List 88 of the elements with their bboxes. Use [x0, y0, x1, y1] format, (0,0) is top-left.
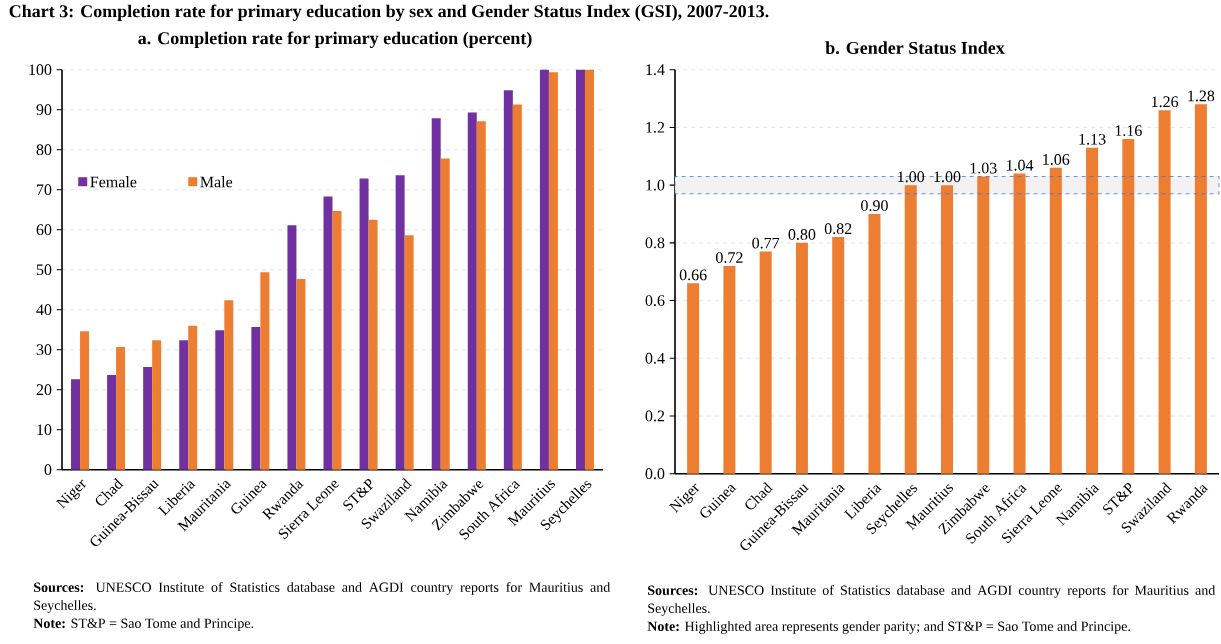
data-label: 0.82 [824, 223, 852, 235]
bar [1194, 104, 1207, 474]
bar [476, 121, 486, 470]
bar [251, 327, 261, 470]
bar [904, 185, 917, 474]
y-tick-label: 90 [36, 104, 52, 116]
bar [1086, 147, 1099, 474]
bar [503, 90, 513, 470]
data-label: 1.03 [970, 162, 997, 174]
bar [723, 266, 736, 474]
bar [1013, 173, 1026, 474]
data-label: 0.90 [861, 200, 888, 212]
bar [759, 251, 772, 474]
y-tick-label: 60 [36, 224, 52, 236]
bar [941, 185, 953, 474]
bar [404, 235, 414, 470]
bar [687, 283, 700, 474]
bar [152, 340, 162, 470]
bar [332, 211, 342, 470]
chart-title: a. Completion rate for primary education (percent) [138, 31, 532, 49]
data-label: 0.66 [679, 269, 707, 281]
bar [71, 379, 81, 470]
bar [80, 331, 90, 470]
bar [440, 158, 450, 470]
data-label: 0.72 [716, 252, 743, 264]
bar [467, 112, 477, 470]
bar [107, 375, 117, 470]
bar [832, 237, 845, 474]
y-tick-label: 80 [36, 144, 52, 156]
bar [260, 272, 270, 470]
text: Sources: UNESCO Institute of Statistics database and AGDI country reports for Mauritius and Seychelles. [34, 582, 611, 613]
legend-label: Male [200, 176, 233, 188]
bar [1049, 167, 1062, 474]
y-tick-label: 100 [29, 64, 52, 76]
bar [512, 104, 522, 470]
caption: Chart 3: Completion rate for primary education by sex and Gender Status Index (GSI), 2007-2013. [9, 4, 769, 22]
bar [143, 367, 153, 470]
text: Note: Highlighted area represents gender parity; and ST&P = Sao Tome and Principe. [647, 621, 1130, 634]
y-tick-label: 0.6 [645, 295, 665, 307]
chart-title: b. Gender Status Index [825, 41, 1005, 55]
y-tick-label: 70 [37, 184, 52, 196]
bar [1158, 110, 1171, 474]
bar [287, 225, 297, 470]
data-label: 1.16 [1115, 125, 1142, 137]
y-tick-label: 1.2 [646, 122, 665, 133]
bar [575, 69, 585, 470]
bar [188, 325, 198, 470]
y-tick-label: 0.8 [645, 237, 665, 249]
y-tick-label: 50 [36, 264, 52, 276]
bar [1122, 139, 1135, 474]
bar [296, 279, 306, 470]
data-label: 1.28 [1188, 90, 1215, 102]
bar [116, 347, 126, 470]
data-label: 1.06 [1043, 154, 1070, 166]
text: Note: ST&P = Sao Tome and Principe. [33, 618, 254, 631]
data-label: 1.13 [1079, 134, 1106, 145]
bar [224, 300, 234, 470]
y-tick-label: 1.0 [646, 179, 665, 191]
bar [431, 118, 441, 470]
data-label: 1.00 [934, 171, 961, 183]
legend-label: Female [90, 176, 137, 188]
y-tick-label: 0 [44, 464, 52, 476]
y-tick-label: 10 [37, 424, 52, 436]
data-label: 1.26 [1152, 96, 1179, 108]
y-tick-label: 0.4 [645, 353, 665, 364]
bar [215, 330, 225, 470]
bar [548, 72, 558, 470]
bar [868, 214, 881, 474]
text: Sources: UNESCO Institute of Statistics database and AGDI country reports for Mauritius and Seychelles. [648, 585, 1216, 616]
data-label: 1.04 [1006, 159, 1034, 171]
data-label: 1.00 [898, 171, 925, 183]
y-tick-label: 20 [36, 384, 52, 396]
bar [359, 178, 369, 470]
y-tick-label: 0.0 [645, 468, 665, 480]
bar [395, 175, 405, 470]
bar [179, 340, 189, 470]
y-tick-label: 0.2 [645, 410, 665, 422]
data-label: 0.77 [752, 237, 780, 249]
y-tick-label: 1.4 [646, 64, 665, 76]
bar [584, 69, 594, 470]
bar [323, 196, 333, 470]
bar [795, 243, 808, 474]
data-label: 0.80 [788, 229, 816, 241]
y-tick-label: 40 [36, 304, 52, 316]
bar [368, 219, 378, 470]
bar [977, 176, 990, 474]
y-tick-label: 30 [36, 344, 52, 356]
bar [539, 69, 549, 470]
